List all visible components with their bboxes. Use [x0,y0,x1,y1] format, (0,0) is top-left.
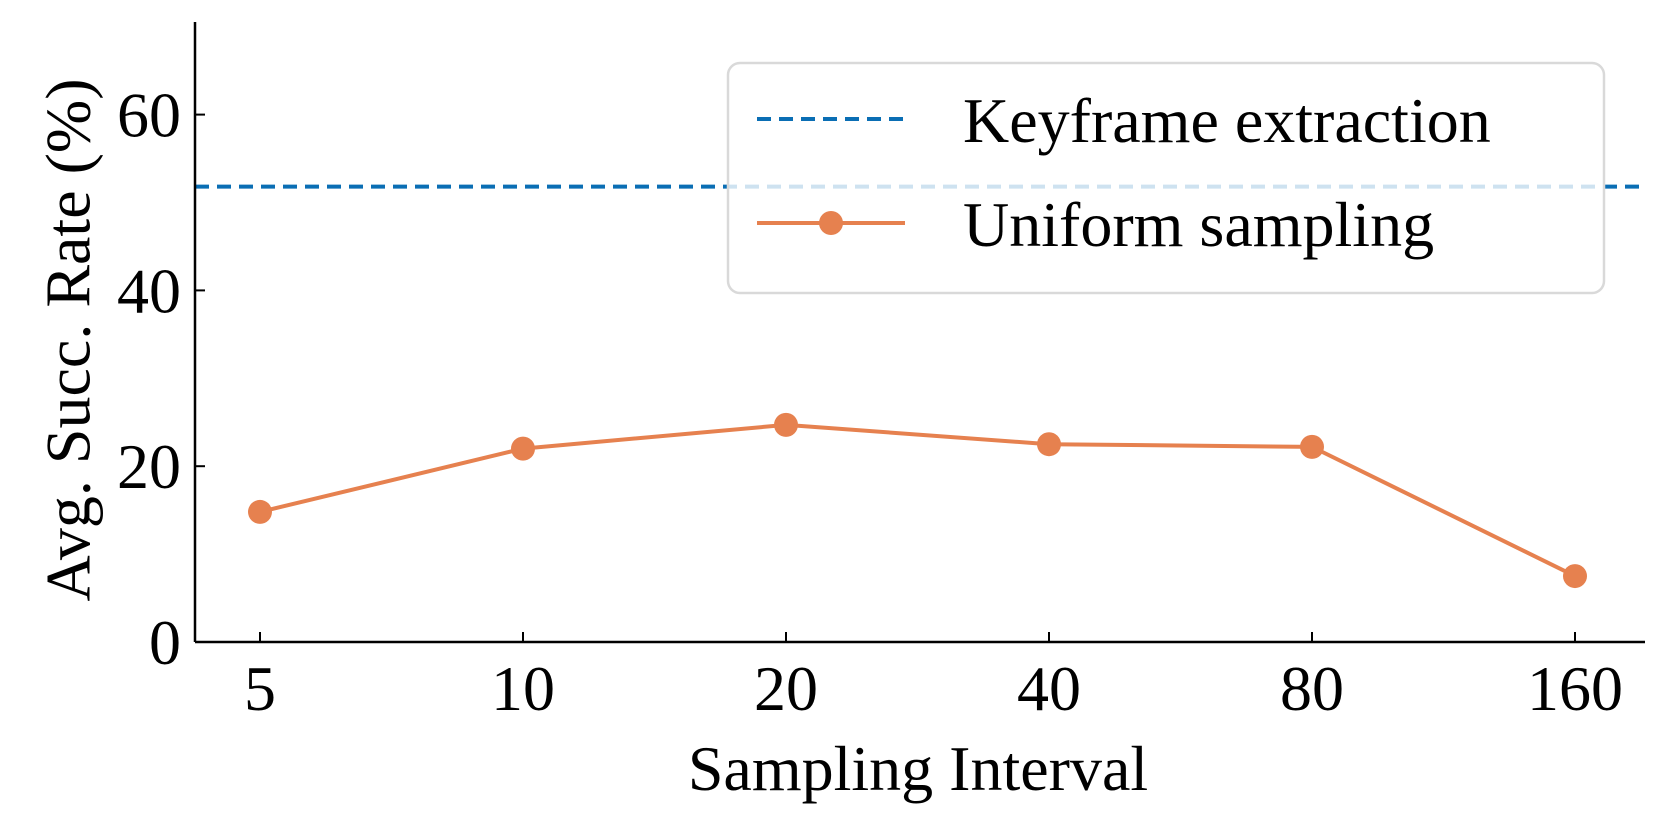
y-ticks: 0 20 40 60 [117,80,205,678]
x-tick-label: 5 [244,653,276,724]
legend-keyframe-label: Keyframe extraction [963,85,1491,156]
legend-box [726,61,1606,295]
y-tick-label: 0 [149,607,181,678]
legend: Keyframe extraction Uniform sampling [726,61,1606,295]
y-tick-label: 40 [117,255,181,326]
uniform-sampling-point [511,436,535,461]
x-tick-label: 160 [1527,653,1623,724]
uniform-sampling-point [774,412,798,437]
x-ticks: 5 10 20 40 80 160 [244,632,1623,724]
y-tick-label: 20 [117,431,181,502]
uniform-sampling-line [259,422,1576,578]
uniform-sampling-point [1037,432,1061,457]
x-tick-label: 80 [1280,653,1344,724]
y-tick-label: 60 [117,80,181,151]
uniform-sampling-point [248,499,272,524]
axes [193,22,1645,644]
legend-uniform-label: Uniform sampling [963,189,1434,260]
uniform-sampling-point [1563,564,1587,589]
uniform-sampling-point [1300,434,1324,459]
x-tick-label: 10 [491,653,555,724]
x-tick-label: 20 [754,653,818,724]
x-axis-title: Sampling Interval [688,733,1148,804]
y-axis-title: Avg. Succ. Rate (%) [33,78,104,601]
legend-uniform-marker-icon [819,211,843,235]
plot-area [195,184,1645,589]
x-tick-label: 40 [1017,653,1081,724]
